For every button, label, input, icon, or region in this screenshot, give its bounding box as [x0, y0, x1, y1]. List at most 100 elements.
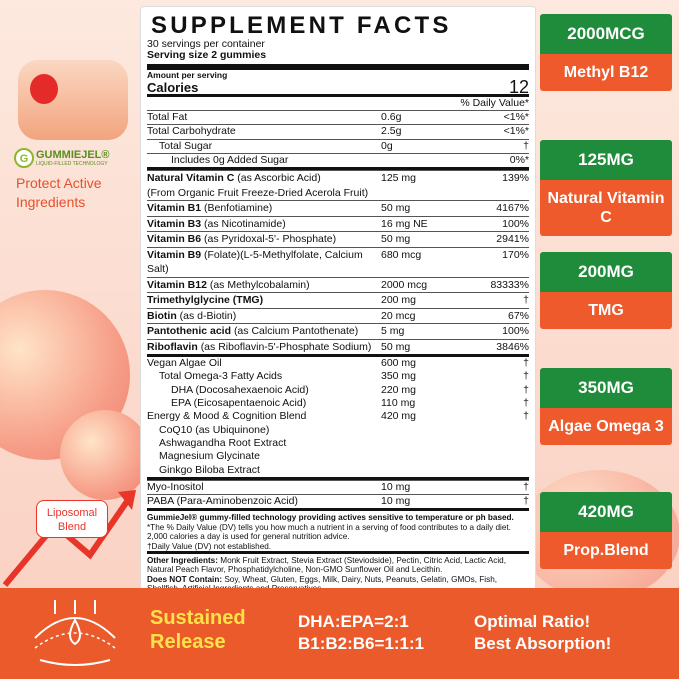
daily-value: <1%* [503, 125, 529, 138]
badge-dose: 200MG [540, 252, 672, 292]
name-cell: Vitamin B6 (as Pyridoxal-5'- Phosphate) [147, 232, 381, 247]
calories-label: Calories [147, 80, 199, 95]
amount: 2000 mcg [381, 278, 428, 291]
other-text: Monk Fruit Extract, Stevia Extract (Stev… [147, 556, 506, 575]
facts-row: Vitamin B6 (as Pyridoxal-5'- Phosphate) 5… [147, 231, 529, 247]
nutrient-name: Magnesium Glycinate [159, 450, 260, 463]
facts-row: EPA (Eicosapentaenoic Acid) 110 mg † [147, 397, 529, 410]
facts-row: Myo-Inositol 10 mg † [147, 479, 529, 494]
name-cell: Total Fat [147, 111, 381, 124]
name-cell: Energy & Mood & Cognition Blend [147, 410, 381, 423]
calories-row: Calories 12 [147, 78, 529, 96]
daily-value: <1%* [503, 111, 529, 123]
daily-value: 67% [507, 309, 529, 322]
nutrient-name: Total Carbohydrate [147, 125, 236, 138]
facts-row: Magnesium Glycinate [147, 450, 529, 463]
badge: 2000MCG Methyl B12 [540, 14, 672, 91]
facts-row: Total Omega-3 Fatty Acids 350 mg † [147, 370, 529, 383]
nutrient-name: Vegan Algae Oil [147, 357, 222, 370]
amount: 2.5g [381, 125, 402, 138]
nutrient-detail: (Docosahexaenoic Acid) [195, 383, 309, 396]
nutrient-name: DHA [171, 383, 193, 396]
amount-label: Amount per serving [147, 70, 228, 80]
facts-row: Vitamin B3 (as Nicotinamide) 16 mg NE 100% [147, 215, 529, 232]
nutrient-detail: (Eicosapentaenoic Acid) [193, 397, 307, 410]
nutrient-name: Pantothenic acid [147, 325, 232, 338]
daily-value: † [523, 410, 529, 423]
badge-name: Methyl B12 [540, 54, 672, 91]
name-cell: Vitamin B12 (as Methylcobalamin) [147, 278, 381, 293]
daily-value: † [523, 139, 529, 152]
facts-row: PABA (Para-Aminobenzoic Acid) 10 mg † [147, 494, 529, 508]
logo-tagline: LIQUID-FILLED TECHNOLOGY [36, 161, 108, 167]
amount-empty [381, 437, 459, 450]
logo-brand: GUMMIEJEL® [36, 149, 110, 161]
badge: 350MG Algae Omega 3 [540, 368, 672, 445]
facts-section: Natural Vitamin C (as Ascorbic Acid) 125 … [147, 167, 529, 354]
name-cell: Myo-Inositol [147, 481, 381, 494]
svg-text:G: G [20, 153, 29, 165]
facts-row: DHA (Docosahexaenoic Acid) 220 mg † [147, 384, 529, 397]
daily-value: 2941% [496, 233, 529, 246]
daily-value: † [523, 370, 529, 383]
name-cell: PABA (Para-Aminobenzoic Acid) [147, 495, 381, 508]
name-cell: Ginkgo Biloba Extract [147, 464, 381, 477]
amount: 220 mg [381, 383, 417, 396]
name-cell: Includes 0g Added Sugar [147, 154, 381, 167]
badge-dose: 2000MCG [540, 14, 672, 54]
nutrient-name: Trimethylglycine (TMG) [147, 294, 264, 307]
protect-text: Protect Active Ingredients [16, 175, 102, 210]
badge-name: Prop.Blend [540, 532, 672, 569]
nutrient-note: (From Organic Fruit Freeze-Dried Acerola… [147, 186, 369, 199]
amount: 0g [381, 139, 393, 152]
name-cell: Vitamin B1 (Benfotiamine) [147, 201, 381, 216]
name-cell: Natural Vitamin C (as Ascorbic Acid) [147, 171, 381, 186]
nutrient-detail: (as Methylcobalamin) [209, 278, 310, 291]
daily-value: 100% [502, 217, 529, 230]
nutrient-name: Vitamin B9 [147, 248, 202, 261]
servings: 30 servings per container [147, 38, 265, 50]
daily-value: † [523, 397, 529, 410]
facts-row: Includes 0g Added Sugar 0%* [147, 152, 529, 167]
badge: 125MG Natural Vitamin C [540, 140, 672, 236]
amount: 50 mg [381, 340, 411, 353]
name-cell: Biotin (as d-Biotin) [147, 309, 381, 324]
badge: 200MG TMG [540, 252, 672, 329]
amount: 125 mg [381, 172, 417, 185]
name-cell: Riboflavin (as Riboflavin-5'-Phosphate S… [147, 340, 381, 355]
dv-empty [459, 464, 529, 477]
nutrient-name: Vitamin B1 [147, 202, 202, 215]
badge: 420MG Prop.Blend [540, 492, 672, 569]
dv-empty [459, 424, 529, 437]
ratio-2: B1:B2:B6=1:1:1 [298, 634, 425, 653]
other-label: Other Ingredients: [147, 556, 218, 566]
nutrient-detail: (Para-Aminobenzoic Acid) [176, 495, 298, 508]
facts-row: Vegan Algae Oil 600 mg † [147, 357, 529, 370]
badge-dose: 420MG [540, 492, 672, 532]
footnote: †Daily Value (DV) not established. [147, 541, 272, 551]
arrow-decor [2, 490, 136, 587]
footnote: GummieJel® gummy-filled technology provi… [147, 513, 514, 523]
amount: 420 mg [381, 410, 417, 423]
name-cell: EPA (Eicosapentaenoic Acid) [147, 397, 381, 410]
facts-panel: SUPPLEMENT FACTS 30 servings per contain… [140, 6, 536, 596]
nutrient-detail: (as Calcium Pantothenate) [233, 325, 359, 338]
amount-empty [381, 154, 459, 167]
amount: 680 mcg [381, 248, 422, 261]
nutrient-name: PABA [147, 495, 174, 508]
daily-value: 3846% [496, 340, 529, 353]
peach-decor [60, 410, 150, 500]
dv-header: % Daily Value* [147, 94, 529, 110]
nutrient-name: Vitamin B12 [147, 278, 207, 291]
nutrient-name: Biotin [147, 309, 177, 322]
daily-value: 83333% [490, 278, 529, 291]
amount: 50 mg [381, 233, 411, 246]
facts-section: Vegan Algae Oil 600 mg † Total Omega-3 Fatt… [147, 354, 529, 477]
nutrient-name: Vitamin B6 [147, 233, 202, 246]
contain-label: Does NOT Contain: [147, 574, 223, 584]
name-cell: Magnesium Glycinate [147, 450, 381, 463]
daily-value: 139% [502, 172, 529, 185]
name-cell: Trimethylglycine (TMG) [147, 293, 381, 308]
dv-empty [459, 450, 529, 463]
